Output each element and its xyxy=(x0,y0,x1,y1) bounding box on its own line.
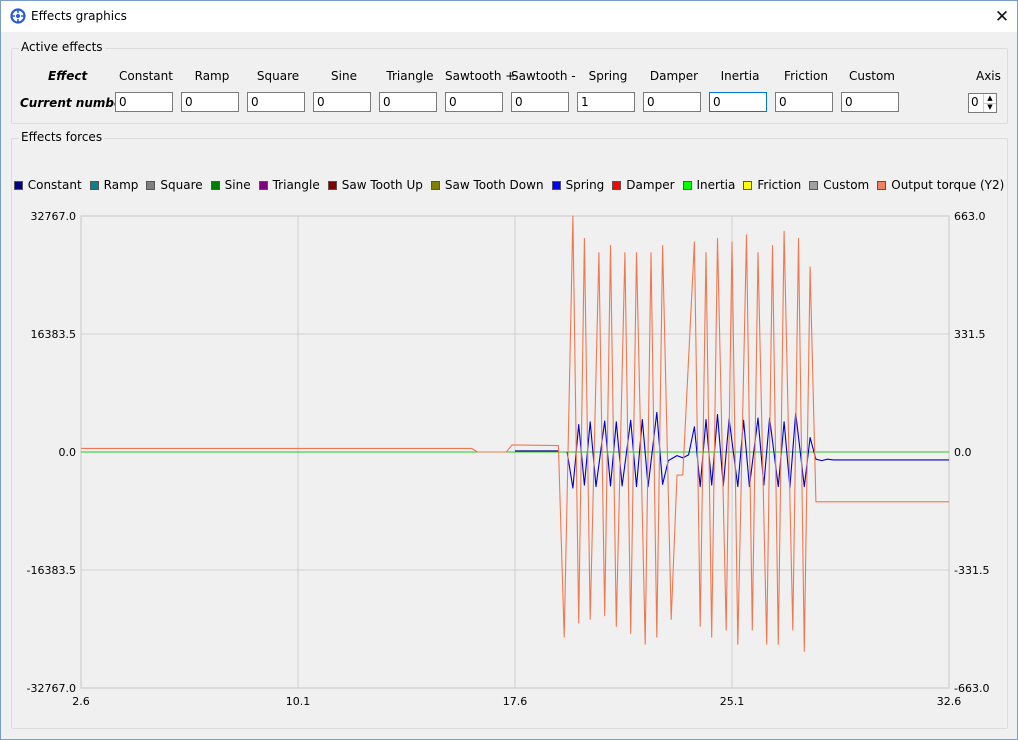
legend-item-2: Square xyxy=(146,178,203,192)
effect-count-input-10[interactable]: 0 xyxy=(775,92,833,112)
legend-label: Spring xyxy=(565,178,605,192)
legend-swatch xyxy=(210,180,220,190)
series-line-output-torque-y2- xyxy=(81,215,949,652)
legend-swatch xyxy=(877,180,887,190)
legend-label: Inertia xyxy=(696,178,736,192)
axis-label: Axis xyxy=(976,69,1001,83)
y2-tick-label: 0.0 xyxy=(954,446,972,459)
y-tick-label: 16383.5 xyxy=(31,328,77,341)
legend-swatch xyxy=(146,180,156,190)
legend-label: Ramp xyxy=(103,178,139,192)
close-icon: ✕ xyxy=(994,6,1010,27)
spin-buttons: ▲ ▼ xyxy=(983,94,996,112)
effect-count-input-1[interactable]: 0 xyxy=(181,92,239,112)
y-tick-label: -16383.5 xyxy=(27,564,76,577)
effect-count-input-9[interactable]: 0 xyxy=(709,92,767,112)
legend-label: Damper xyxy=(626,178,675,192)
legend-item-12: Output torque (Y2) xyxy=(877,178,1004,192)
y2-tick-label: -663.0 xyxy=(954,682,989,695)
series-line-spring xyxy=(566,411,949,489)
legend-item-11: Custom xyxy=(809,178,869,192)
effect-header-10: Friction xyxy=(784,69,828,83)
chart-legend: Constant Ramp Square Sine Triangle Saw Tooth … xyxy=(0,178,1018,192)
x-tick-label: 32.6 xyxy=(937,695,962,708)
legend-item-0: Constant xyxy=(13,178,82,192)
legend-label: Output torque (Y2) xyxy=(891,178,1005,192)
y-tick-label: -32767.0 xyxy=(27,682,76,695)
effect-header-0: Constant xyxy=(119,69,173,83)
effect-count-input-7[interactable]: 1 xyxy=(577,92,635,112)
y-tick-label: 0.0 xyxy=(59,446,77,459)
effect-header-9: Inertia xyxy=(720,69,760,83)
effect-header-6: Sawtooth - xyxy=(511,69,576,83)
legend-swatch xyxy=(612,180,622,190)
legend-label: Triangle xyxy=(272,178,320,192)
effect-header-4: Triangle xyxy=(386,69,434,83)
legend-swatch xyxy=(327,180,337,190)
legend-label: Sine xyxy=(224,178,251,192)
legend-item-6: Saw Tooth Down xyxy=(430,178,544,192)
x-tick-label: 17.6 xyxy=(503,695,528,708)
y2-tick-label: -331.5 xyxy=(954,564,989,577)
legend-swatch xyxy=(89,180,99,190)
effect-header-1: Ramp xyxy=(194,69,230,83)
legend-item-8: Damper xyxy=(612,178,675,192)
spin-up-icon[interactable]: ▲ xyxy=(984,94,996,104)
active-effects-title: Active effects xyxy=(19,40,105,54)
legend-swatch xyxy=(743,180,753,190)
effect-count-input-11[interactable]: 0 xyxy=(841,92,899,112)
legend-item-4: Triangle xyxy=(258,178,320,192)
legend-swatch xyxy=(551,180,561,190)
app-icon xyxy=(10,8,26,24)
y2-tick-label: 663.0 xyxy=(954,210,986,223)
effect-count-input-8[interactable]: 0 xyxy=(643,92,701,112)
window-title: Effects graphics xyxy=(31,9,127,23)
legend-swatch xyxy=(682,180,692,190)
effect-count-input-5[interactable]: 0 xyxy=(445,92,503,112)
effect-header-3: Sine xyxy=(331,69,357,83)
legend-swatch xyxy=(13,180,23,190)
effect-count-input-4[interactable]: 0 xyxy=(379,92,437,112)
legend-label: Friction xyxy=(757,178,802,192)
effect-count-input-2[interactable]: 0 xyxy=(247,92,305,112)
legend-label: Square xyxy=(160,178,203,192)
legend-item-1: Ramp xyxy=(89,178,139,192)
legend-swatch xyxy=(430,180,440,190)
legend-swatch xyxy=(809,180,819,190)
legend-item-3: Sine xyxy=(210,178,251,192)
y2-tick-label: 331.5 xyxy=(954,328,986,341)
legend-item-5: Saw Tooth Up xyxy=(327,178,423,192)
active-effects-group: Active effects xyxy=(11,40,1008,124)
spin-down-icon[interactable]: ▼ xyxy=(987,103,993,111)
legend-label: Constant xyxy=(27,178,82,192)
effect-count-input-6[interactable]: 0 xyxy=(511,92,569,112)
effect-header-11: Custom xyxy=(849,69,895,83)
legend-label: Saw Tooth Up xyxy=(341,178,423,192)
legend-swatch xyxy=(258,180,268,190)
legend-item-10: Friction xyxy=(743,178,801,192)
y-tick-label: 32767.0 xyxy=(31,210,77,223)
x-tick-label: 10.1 xyxy=(286,695,311,708)
effects-forces-title: Effects forces xyxy=(19,130,105,144)
effect-count-input-0[interactable]: 0 xyxy=(115,92,173,112)
effect-header-7: Spring xyxy=(588,69,628,83)
effect-header-2: Square xyxy=(256,69,300,83)
effect-header-5: Sawtooth + xyxy=(445,69,516,83)
legend-label: Custom xyxy=(823,178,870,192)
effect-row-label: Effect xyxy=(48,69,88,83)
legend-item-7: Spring xyxy=(551,178,605,192)
effect-header-8: Damper xyxy=(649,69,699,83)
axis-spinbox[interactable]: 0 ▲ ▼ xyxy=(968,93,997,113)
axis-value: 0 xyxy=(971,95,979,109)
effect-count-input-3[interactable]: 0 xyxy=(313,92,371,112)
x-tick-label: 25.1 xyxy=(720,695,745,708)
x-tick-label: 2.6 xyxy=(72,695,90,708)
effects-forces-group: Effects forces xyxy=(11,130,1008,729)
legend-label: Saw Tooth Down xyxy=(444,178,544,192)
current-number-label: Current number xyxy=(20,96,129,110)
close-button[interactable]: ✕ xyxy=(987,1,1017,32)
legend-item-9: Inertia xyxy=(682,178,736,192)
title-bar[interactable]: Effects graphics ✕ xyxy=(1,1,1017,32)
